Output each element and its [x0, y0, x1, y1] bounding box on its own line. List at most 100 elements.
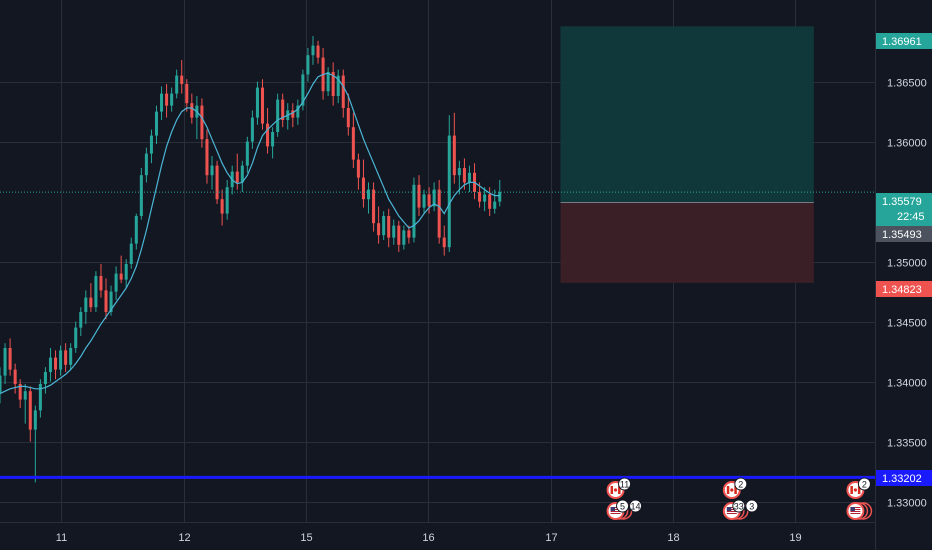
candle: [346, 93, 350, 136]
event-count: 5: [620, 502, 625, 512]
candle-body: [316, 45, 320, 58]
candle-countdown: 22:45: [897, 211, 925, 223]
flag-stripe: [850, 486, 853, 494]
candle-body: [109, 291, 113, 312]
candle-body: [3, 348, 7, 376]
candle: [331, 62, 335, 106]
candle: [23, 384, 27, 424]
candle: [452, 112, 456, 184]
candle-body: [417, 184, 421, 208]
candle-body: [397, 225, 401, 245]
candle-body: [165, 93, 169, 106]
candle: [316, 40, 320, 64]
long-position-tool[interactable]: [560, 26, 814, 283]
candle: [200, 98, 204, 148]
candle: [54, 350, 58, 380]
candle-body: [124, 264, 128, 280]
candle: [442, 225, 446, 256]
candle: [447, 115, 451, 252]
candle-body: [59, 350, 63, 370]
event-count-badge: [732, 499, 746, 513]
candle-body: [64, 350, 68, 365]
candle-body: [356, 159, 360, 178]
price-axis-panel[interactable]: [875, 0, 932, 550]
event-count-badge: [616, 499, 630, 513]
candle-body: [94, 276, 98, 308]
candle: [33, 405, 37, 483]
moving-average: [0, 72, 500, 395]
flag-stripe: [734, 486, 737, 494]
candle-body: [366, 189, 371, 200]
candle-body: [467, 172, 471, 183]
candle: [467, 165, 471, 192]
time-tick-label: 15: [300, 532, 312, 544]
candle-body: [8, 348, 12, 370]
candle-body: [104, 290, 108, 312]
svg-text:1.34823: 1.34823: [882, 284, 922, 296]
candle: [493, 189, 497, 214]
candle-body: [402, 230, 406, 245]
candle: [276, 93, 280, 137]
maple-leaf: [730, 488, 734, 492]
price-tick-label: 1.35000: [887, 258, 927, 270]
svg-text:1.35579: 1.35579: [882, 196, 922, 208]
candle: [311, 36, 315, 65]
price-tick-label: 1.34000: [887, 378, 927, 390]
svg-text:1.36961: 1.36961: [882, 36, 922, 48]
flag-stripe: [610, 511, 621, 512]
candle-body: [79, 312, 83, 328]
candle-body: [276, 99, 280, 132]
candle: [18, 379, 22, 408]
price-tick-label: 1.33500: [887, 438, 927, 450]
candle: [266, 108, 270, 154]
candle: [165, 84, 169, 118]
time-axis-ticks: 11 12 15 16 17 18 19: [0, 522, 875, 544]
candle: [225, 180, 229, 220]
price-tick-label: 1.34500: [887, 318, 927, 330]
candle: [205, 129, 209, 184]
candle-body: [235, 171, 239, 183]
candle: [89, 283, 93, 312]
candle-body: [447, 135, 451, 248]
candle-body: [54, 357, 58, 370]
candle-body: [144, 153, 148, 176]
candle: [119, 255, 123, 284]
stop-zone: [560, 202, 814, 283]
candle-body: [462, 168, 466, 183]
candle: [59, 345, 63, 376]
candle: [124, 259, 128, 288]
canada-event-marker: 2: [846, 477, 871, 499]
candle: [432, 182, 436, 212]
candle: [336, 69, 340, 104]
candle-body: [412, 184, 416, 238]
time-tick-label: 17: [545, 532, 557, 544]
ma-line: [0, 72, 500, 395]
candle: [149, 129, 153, 164]
candle: [351, 112, 355, 168]
candle-body: [407, 230, 411, 238]
candle-body: [432, 189, 436, 207]
event-count-badge: [629, 499, 643, 513]
time-tick-label: 16: [422, 532, 434, 544]
candle-body: [301, 74, 305, 106]
candle-body: [0, 375, 2, 393]
event-count-badge: [618, 477, 632, 491]
target-price-label: 1.36961: [876, 33, 932, 49]
candle-body: [493, 201, 497, 209]
candle: [417, 175, 421, 216]
candle-body: [180, 75, 184, 84]
maple-leaf: [853, 488, 858, 492]
flag-stripe: [850, 509, 861, 510]
candle-body: [488, 194, 492, 209]
candle: [134, 213, 138, 250]
candle-body: [210, 165, 214, 176]
flag-canton: [850, 507, 855, 511]
price-tick-label: 1.33000: [887, 498, 927, 510]
candle-body: [225, 187, 229, 214]
candle: [427, 187, 431, 214]
flag-stripe: [610, 513, 621, 514]
candle: [48, 348, 52, 382]
candle-body: [114, 273, 118, 292]
